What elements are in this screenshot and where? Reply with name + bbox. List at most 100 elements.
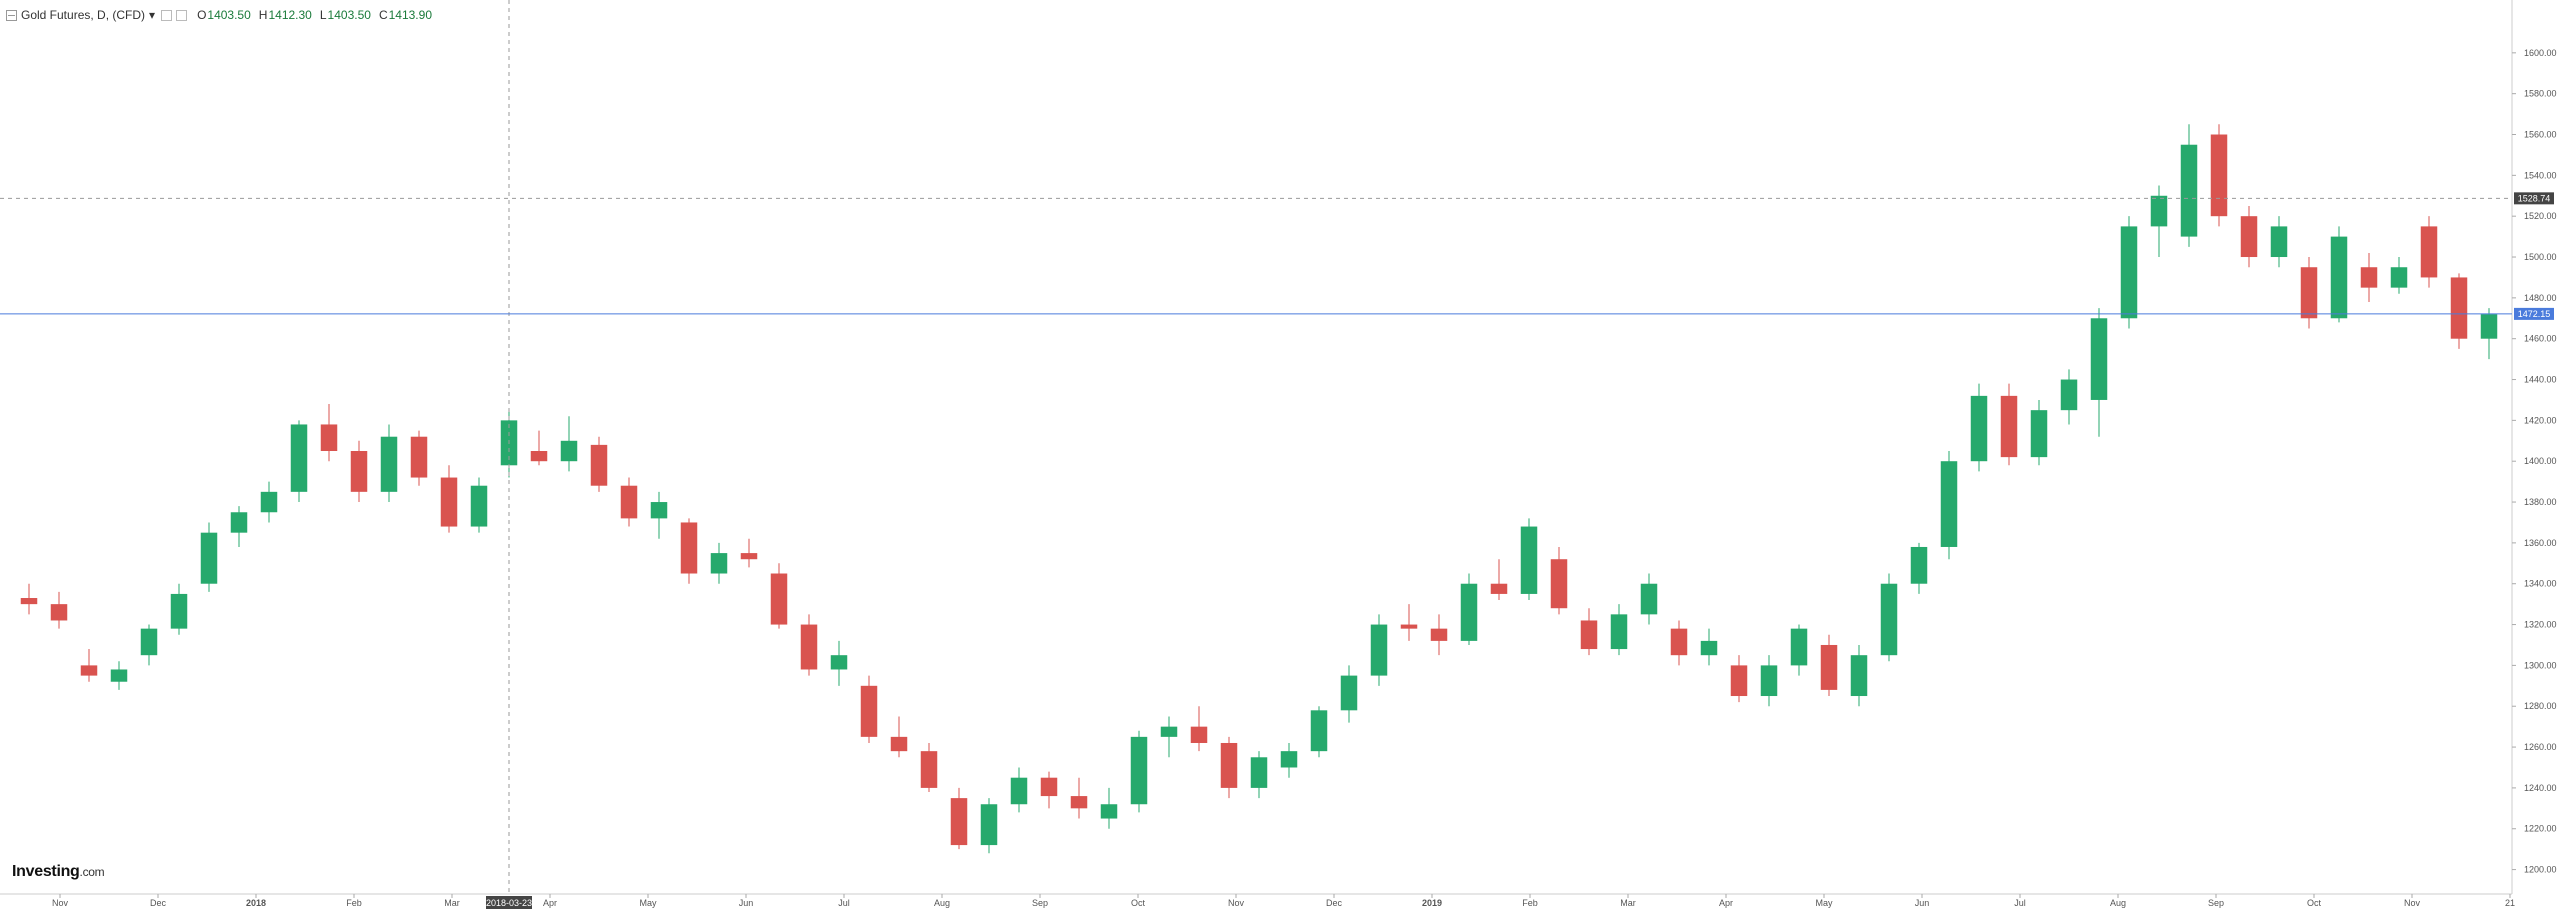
candle-body[interactable] <box>1010 777 1028 805</box>
candle-body[interactable] <box>620 485 638 519</box>
high-label: H <box>258 8 268 22</box>
candle-body[interactable] <box>860 685 878 737</box>
candle-body[interactable] <box>1880 583 1898 656</box>
candle-body[interactable] <box>1220 742 1238 788</box>
candle-body[interactable] <box>80 665 98 676</box>
candle-body[interactable] <box>1040 777 1058 797</box>
candle-body[interactable] <box>2180 144 2198 237</box>
candle-body[interactable] <box>440 477 458 527</box>
x-tick-label: Dec <box>150 898 167 908</box>
candle-body[interactable] <box>2120 226 2138 319</box>
candle-body[interactable] <box>2240 216 2258 258</box>
candle-body[interactable] <box>2450 277 2468 339</box>
candle-body[interactable] <box>1580 620 1598 650</box>
candle-body[interactable] <box>800 624 818 670</box>
x-tick-label: Apr <box>1719 898 1733 908</box>
candle-body[interactable] <box>710 553 728 574</box>
chevron-down-icon[interactable]: ▾ <box>149 8 156 22</box>
candle-body[interactable] <box>320 424 338 451</box>
crosshair-price-badge <box>2514 192 2554 205</box>
candle-body[interactable] <box>1910 546 1928 584</box>
candle-body[interactable] <box>1940 461 1958 547</box>
candle-body[interactable] <box>770 573 788 625</box>
settings-icon[interactable] <box>161 9 173 21</box>
candle-body[interactable] <box>1640 583 1658 615</box>
candle-body[interactable] <box>2330 236 2348 319</box>
candle-body[interactable] <box>1130 736 1148 805</box>
candle-body[interactable] <box>1370 624 1388 676</box>
candle-body[interactable] <box>650 502 668 519</box>
candle-body[interactable] <box>890 736 908 752</box>
candle-body[interactable] <box>1460 583 1478 641</box>
y-tick-label: 1520.00 <box>2524 211 2557 221</box>
close-icon[interactable] <box>176 9 188 21</box>
candle-body[interactable] <box>2480 314 2498 339</box>
open-value: 1403.50 <box>207 8 251 22</box>
x-tick-label: 2018 <box>246 898 266 908</box>
candle-body[interactable] <box>1070 796 1088 809</box>
candle-body[interactable] <box>20 598 38 605</box>
candle-body[interactable] <box>1820 644 1838 690</box>
candle-body[interactable] <box>1340 675 1358 711</box>
candle-body[interactable] <box>260 491 278 513</box>
y-tick-label: 1500.00 <box>2524 252 2557 262</box>
candle-body[interactable] <box>1760 665 1778 697</box>
candle-body[interactable] <box>1280 751 1298 768</box>
candle-body[interactable] <box>1610 614 1628 650</box>
candle-body[interactable] <box>50 604 68 621</box>
candle-body[interactable] <box>2060 379 2078 411</box>
candle-body[interactable] <box>1670 628 1688 656</box>
candle-body[interactable] <box>110 669 128 682</box>
candle-body[interactable] <box>410 436 428 478</box>
candle-body[interactable] <box>830 655 848 670</box>
candle-body[interactable] <box>1310 710 1328 752</box>
candle-body[interactable] <box>1490 583 1508 594</box>
candle-body[interactable] <box>230 512 248 533</box>
candle-body[interactable] <box>2030 410 2048 458</box>
candle-body[interactable] <box>1100 804 1118 819</box>
candle-body[interactable] <box>1550 559 1568 609</box>
candle-body[interactable] <box>680 522 698 574</box>
candle-body[interactable] <box>170 593 188 629</box>
candle-body[interactable] <box>1190 726 1208 743</box>
candle-body[interactable] <box>350 451 368 492</box>
candle-body[interactable] <box>2420 226 2438 278</box>
candle-body[interactable] <box>380 436 398 492</box>
candle-body[interactable] <box>2360 267 2378 288</box>
candle-body[interactable] <box>2300 267 2318 319</box>
candle-body[interactable] <box>2150 195 2168 227</box>
candle-body[interactable] <box>530 451 548 462</box>
candle-body[interactable] <box>1520 526 1538 594</box>
candle-body[interactable] <box>560 440 578 462</box>
x-tick-label: Jul <box>838 898 850 908</box>
candle-body[interactable] <box>950 798 968 846</box>
candle-body[interactable] <box>1730 665 1748 697</box>
candle-body[interactable] <box>2390 267 2408 288</box>
candle-body[interactable] <box>1160 726 1178 737</box>
candle-body[interactable] <box>920 751 938 788</box>
candle-body[interactable] <box>140 628 158 656</box>
candle-body[interactable] <box>470 485 488 527</box>
y-tick-label: 1320.00 <box>2524 620 2557 630</box>
candle-body[interactable] <box>200 532 218 584</box>
y-tick-label: 1560.00 <box>2524 130 2557 140</box>
candle-body[interactable] <box>2210 134 2228 217</box>
collapse-icon[interactable] <box>6 9 17 21</box>
current-price-label: 1472.15 <box>2518 309 2551 319</box>
candle-body[interactable] <box>1970 395 1988 462</box>
candle-body[interactable] <box>980 804 998 846</box>
candle-body[interactable] <box>1250 757 1268 788</box>
candle-body[interactable] <box>1400 624 1418 629</box>
candle-body[interactable] <box>2090 318 2108 400</box>
candle-body[interactable] <box>2000 395 2018 458</box>
candle-body[interactable] <box>1850 655 1868 697</box>
candle-body[interactable] <box>2270 226 2288 258</box>
close-value: 1413.90 <box>388 8 432 22</box>
candle-body[interactable] <box>290 424 308 492</box>
candle-body[interactable] <box>740 553 758 560</box>
candle-body[interactable] <box>1430 628 1448 641</box>
candle-body[interactable] <box>590 444 608 486</box>
candle-body[interactable] <box>1700 640 1718 656</box>
candle-body[interactable] <box>1790 628 1808 666</box>
